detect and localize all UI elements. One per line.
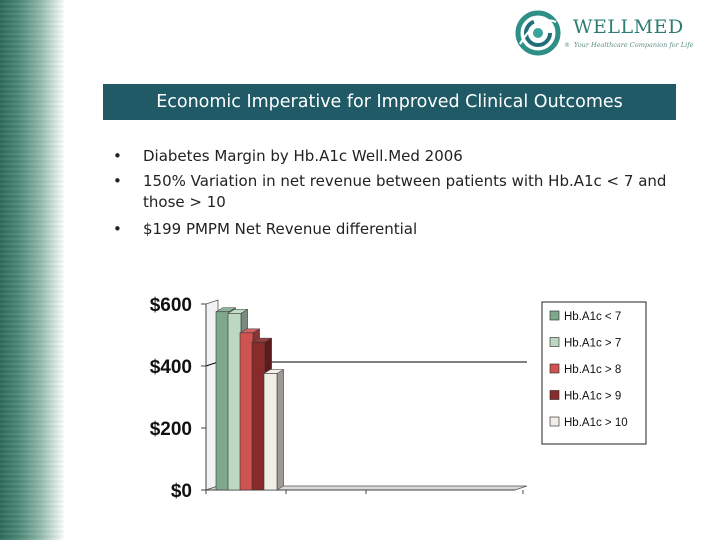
slide-title: Economic Imperative for Improved Clinica… <box>156 92 623 112</box>
legend-swatch <box>549 390 560 400</box>
bar <box>239 332 254 491</box>
legend-swatch <box>549 363 560 374</box>
chart-canvas: $600 $400 $200 $0 Hb.A1c < 7 Hb.A1c > 7 Hb.A1c… <box>150 295 647 502</box>
bar <box>215 311 230 491</box>
slide-title-bar: Economic Imperative for Improved Clinica… <box>103 84 676 120</box>
bullet-marker: • <box>113 147 122 165</box>
bullet-text: Diabetes Margin by Hb.A1c Well.Med 2006 <box>143 147 463 165</box>
legend-label: Hb.A1c < 7 <box>564 311 621 323</box>
bar <box>263 373 278 491</box>
decorative-left-band <box>0 0 64 540</box>
plot-area <box>206 300 527 490</box>
bullet-text: $199 PMPM Net Revenue differential <box>143 220 418 238</box>
logo-tagline: Your Healthcare Companion for Life <box>574 41 694 49</box>
legend-box <box>541 301 647 445</box>
y-tick-label: $600 <box>150 295 192 316</box>
legend-swatch <box>549 416 560 427</box>
bullet-marker: • <box>113 172 122 190</box>
legend-label: Hb.A1c > 7 <box>564 338 621 350</box>
bar <box>227 312 242 491</box>
legend-swatch <box>549 310 560 321</box>
logo-name: WELLMED <box>573 16 684 38</box>
y-tick-label: $0 <box>171 481 192 502</box>
bar-side <box>276 368 284 491</box>
bar <box>251 341 266 491</box>
y-tick-label: $200 <box>150 419 192 440</box>
legend-label: Hb.A1c > 9 <box>564 391 621 403</box>
wellmed-logo-mark-icon <box>515 10 561 56</box>
y-tick-label: $400 <box>150 357 192 378</box>
wellmed-logo: ® WELLMED Your Healthcare Companion for … <box>512 8 693 58</box>
logo-registered-mark: ® <box>564 42 570 49</box>
bullet-item: • 150% Variation in net revenue between p… <box>113 171 673 213</box>
bullet-list: • Diabetes Margin by Hb.A1c Well.Med 2006… <box>113 146 673 244</box>
legend-label: Hb.A1c > 10 <box>564 417 628 429</box>
diabetes-margin-chart: $600 $400 $200 $0 Hb.A1c < 7 Hb.A1c > 7 Hb.A1c… <box>110 280 670 510</box>
bullet-marker: • <box>113 220 122 238</box>
bullet-item: • Diabetes Margin by Hb.A1c Well.Med 2006 <box>113 146 673 167</box>
bullet-text: 150% Variation in net revenue between pa… <box>143 172 667 211</box>
bullet-item: • $199 PMPM Net Revenue differential <box>113 219 673 240</box>
legend-swatch <box>549 337 560 347</box>
legend-label: Hb.A1c > 8 <box>564 364 621 376</box>
